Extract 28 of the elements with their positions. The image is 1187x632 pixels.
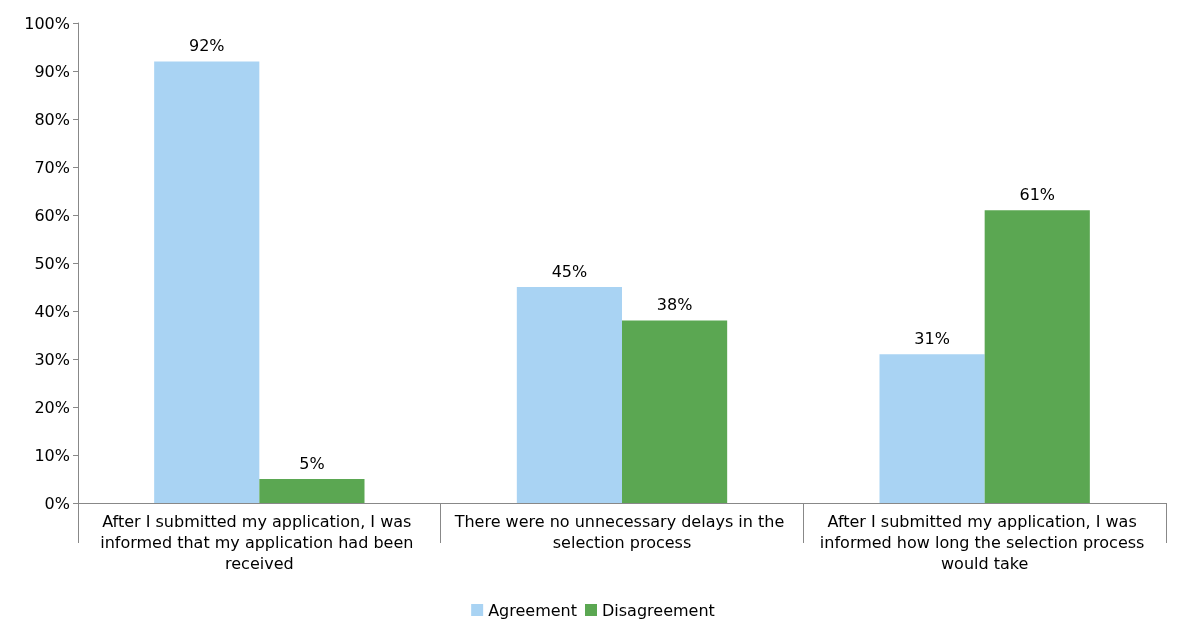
data-label: 38% xyxy=(656,295,693,315)
data-label: 5% xyxy=(299,453,325,473)
data-label: 61% xyxy=(1019,184,1056,204)
y-tick-label: 0% xyxy=(44,493,70,513)
legend-label: Agreement xyxy=(488,600,578,620)
y-tick-label: 100% xyxy=(24,13,70,33)
y-tick-label: 90% xyxy=(34,61,70,81)
legend-label: Disagreement xyxy=(602,600,715,620)
data-label: 45% xyxy=(551,261,588,281)
x-tick-label: After I submitted my application, I was informed how long the selection process would take xyxy=(819,512,1150,573)
y-tick-label: 70% xyxy=(34,157,70,177)
x-tick-label: There were no unnecessary delays in the selection process xyxy=(453,512,790,552)
y-tick-label: 80% xyxy=(34,109,70,129)
bar xyxy=(879,354,985,503)
y-tick-label: 50% xyxy=(34,253,70,273)
data-label: 31% xyxy=(914,328,950,348)
y-tick-label: 20% xyxy=(34,397,70,417)
y-tick-label: 60% xyxy=(34,205,70,225)
x-tick-label: After I submitted my application, I was informed that my application had been received xyxy=(100,512,419,573)
bar xyxy=(259,479,365,503)
bar xyxy=(154,61,260,503)
y-tick-label: 10% xyxy=(34,445,70,465)
y-tick-label: 30% xyxy=(34,349,70,369)
y-tick-label: 40% xyxy=(34,301,70,321)
bar xyxy=(516,287,622,503)
data-label: 92% xyxy=(188,35,225,55)
bar xyxy=(984,210,1090,503)
bar xyxy=(622,320,728,503)
